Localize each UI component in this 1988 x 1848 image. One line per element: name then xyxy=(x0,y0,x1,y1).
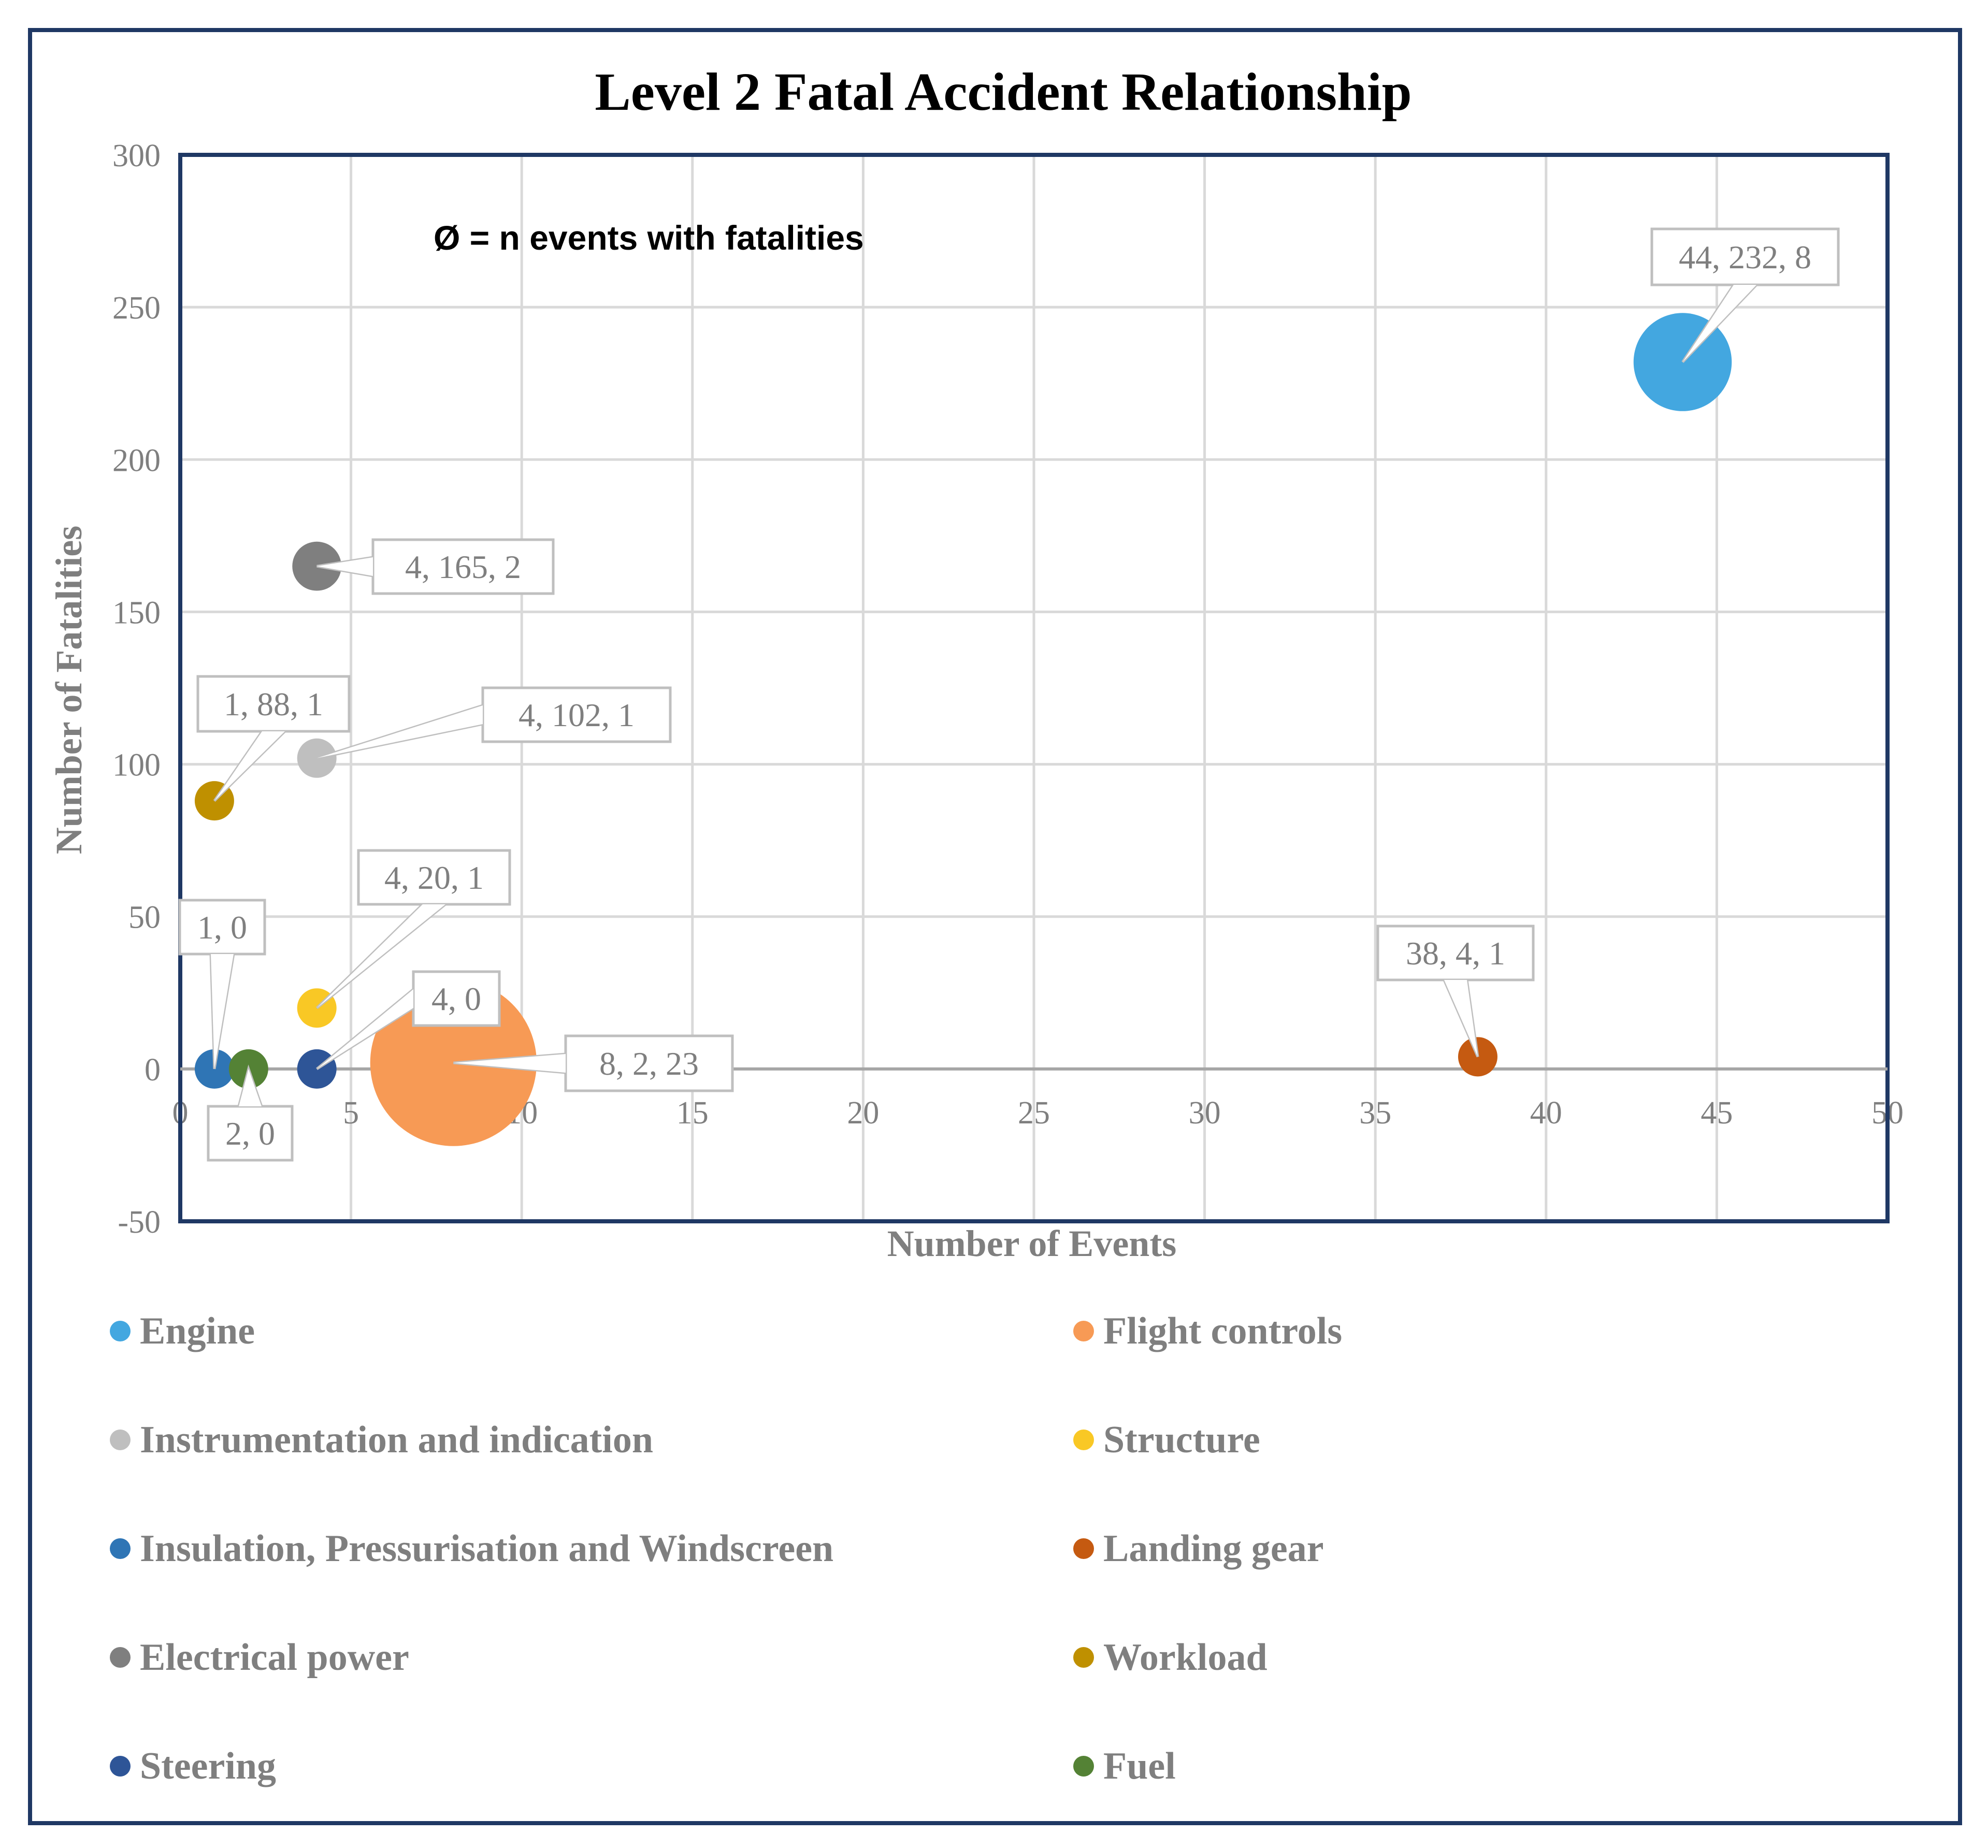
x-tick-label: 45 xyxy=(1701,1095,1733,1131)
x-tick-label: 40 xyxy=(1530,1095,1562,1131)
y-axis-label: Number of Fatalities xyxy=(48,526,90,855)
x-tick-label: 35 xyxy=(1359,1095,1391,1131)
bubble-chart: Level 2 Fatal Accident Relationship 0 5 10… xyxy=(48,62,1904,1787)
legend-item-steering: Steering xyxy=(110,1745,276,1787)
legend-marker xyxy=(110,1430,131,1450)
x-tick-label: 30 xyxy=(1189,1095,1221,1131)
svg-text:38, 4, 1: 38, 4, 1 xyxy=(1406,935,1505,972)
data-label-fuel: 2, 0 xyxy=(207,1064,294,1162)
data-label-insulation-pressurisation-and-windscreen: 1, 0 xyxy=(178,899,266,1070)
data-labels: 44, 232, 8 8, 2, 23 4, 165, 2 4, 102, 1 1, 8… xyxy=(178,227,1840,1162)
data-label-steering: 4, 0 xyxy=(316,970,501,1070)
legend-label: Instrumentation and indication xyxy=(140,1419,653,1461)
y-tick-label: -50 xyxy=(118,1205,161,1240)
chart-title: Level 2 Fatal Accident Relationship xyxy=(595,62,1411,122)
data-label-landing-gear: 38, 4, 1 xyxy=(1376,925,1535,1058)
x-tick-label: 25 xyxy=(1018,1095,1050,1131)
legend-item-instrumentation-and-indication: Instrumentation and indication xyxy=(110,1419,653,1461)
y-tick-label: 250 xyxy=(112,291,161,326)
legend-marker xyxy=(1073,1321,1094,1341)
size-annotation: Ø = n events with fatalities xyxy=(434,219,864,257)
axes: 0 5 10 15 20 25 30 35 40 45 50-5005010015020025030… xyxy=(112,138,1904,1240)
svg-text:1, 88, 1: 1, 88, 1 xyxy=(224,686,323,723)
legend-item-landing-gear: Landing gear xyxy=(1073,1527,1324,1570)
y-tick-label: 300 xyxy=(112,138,161,174)
x-tick-label: 20 xyxy=(847,1095,879,1131)
legend-label: Fuel xyxy=(1103,1745,1176,1787)
data-label-instrumentation-and-indication: 4, 102, 1 xyxy=(316,686,672,760)
y-tick-label: 150 xyxy=(112,595,161,630)
legend-label: Landing gear xyxy=(1103,1527,1324,1570)
legend: Engine Flight controls Instrumentation and… xyxy=(110,1310,1342,1787)
svg-text:2, 0: 2, 0 xyxy=(225,1115,275,1152)
legend-marker xyxy=(110,1321,131,1341)
legend-label: Electrical power xyxy=(140,1636,409,1679)
svg-text:8, 2, 23: 8, 2, 23 xyxy=(599,1045,699,1082)
chart-frame: Level 2 Fatal Accident Relationship 0 5 10… xyxy=(28,28,1962,1825)
legend-marker xyxy=(1073,1647,1094,1668)
data-label-workload: 1, 88, 1 xyxy=(196,675,351,802)
x-axis-label: Number of Events xyxy=(887,1223,1177,1264)
legend-item-workload: Workload xyxy=(1073,1636,1267,1679)
legend-label: Workload xyxy=(1103,1636,1267,1679)
legend-label: Structure xyxy=(1103,1419,1260,1461)
svg-text:4, 102, 1: 4, 102, 1 xyxy=(518,697,635,733)
y-tick-label: 50 xyxy=(128,900,161,935)
legend-item-electrical-power: Electrical power xyxy=(110,1636,409,1679)
legend-label: Steering xyxy=(140,1745,276,1787)
svg-text:1, 0: 1, 0 xyxy=(197,909,247,946)
data-label-engine: 44, 232, 8 xyxy=(1650,227,1840,363)
data-label-electrical-power: 4, 165, 2 xyxy=(316,538,555,595)
data-label-flight-controls: 8, 2, 23 xyxy=(453,1034,734,1092)
legend-marker xyxy=(110,1538,131,1559)
legend-label: Engine xyxy=(140,1310,255,1352)
legend-item-insulation-pressurisation-and-windscreen: Insulation, Pressurisation and Windscree… xyxy=(110,1527,833,1570)
legend-marker xyxy=(1073,1538,1094,1559)
plot-border xyxy=(178,153,1890,1223)
svg-text:4, 20, 1: 4, 20, 1 xyxy=(384,859,484,896)
data-label-structure: 4, 20, 1 xyxy=(315,849,511,1009)
legend-marker xyxy=(1073,1430,1094,1450)
x-tick-label: 5 xyxy=(343,1095,359,1131)
legend-marker xyxy=(1073,1756,1094,1777)
legend-marker xyxy=(110,1756,131,1777)
svg-text:4, 0: 4, 0 xyxy=(431,980,481,1017)
legend-item-structure: Structure xyxy=(1073,1419,1260,1461)
legend-marker xyxy=(110,1647,131,1668)
legend-label: Flight controls xyxy=(1103,1310,1342,1352)
y-tick-label: 0 xyxy=(145,1052,161,1088)
y-tick-label: 200 xyxy=(112,443,161,478)
legend-item-engine: Engine xyxy=(110,1310,255,1352)
svg-text:44, 232, 8: 44, 232, 8 xyxy=(1679,239,1811,276)
legend-item-flight-controls: Flight controls xyxy=(1073,1310,1342,1352)
legend-label: Insulation, Pressurisation and Windscree… xyxy=(140,1527,833,1570)
legend-item-fuel: Fuel xyxy=(1073,1745,1176,1787)
y-tick-label: 100 xyxy=(112,748,161,783)
x-tick-label: 15 xyxy=(676,1095,709,1131)
svg-text:4, 165, 2: 4, 165, 2 xyxy=(405,548,521,585)
